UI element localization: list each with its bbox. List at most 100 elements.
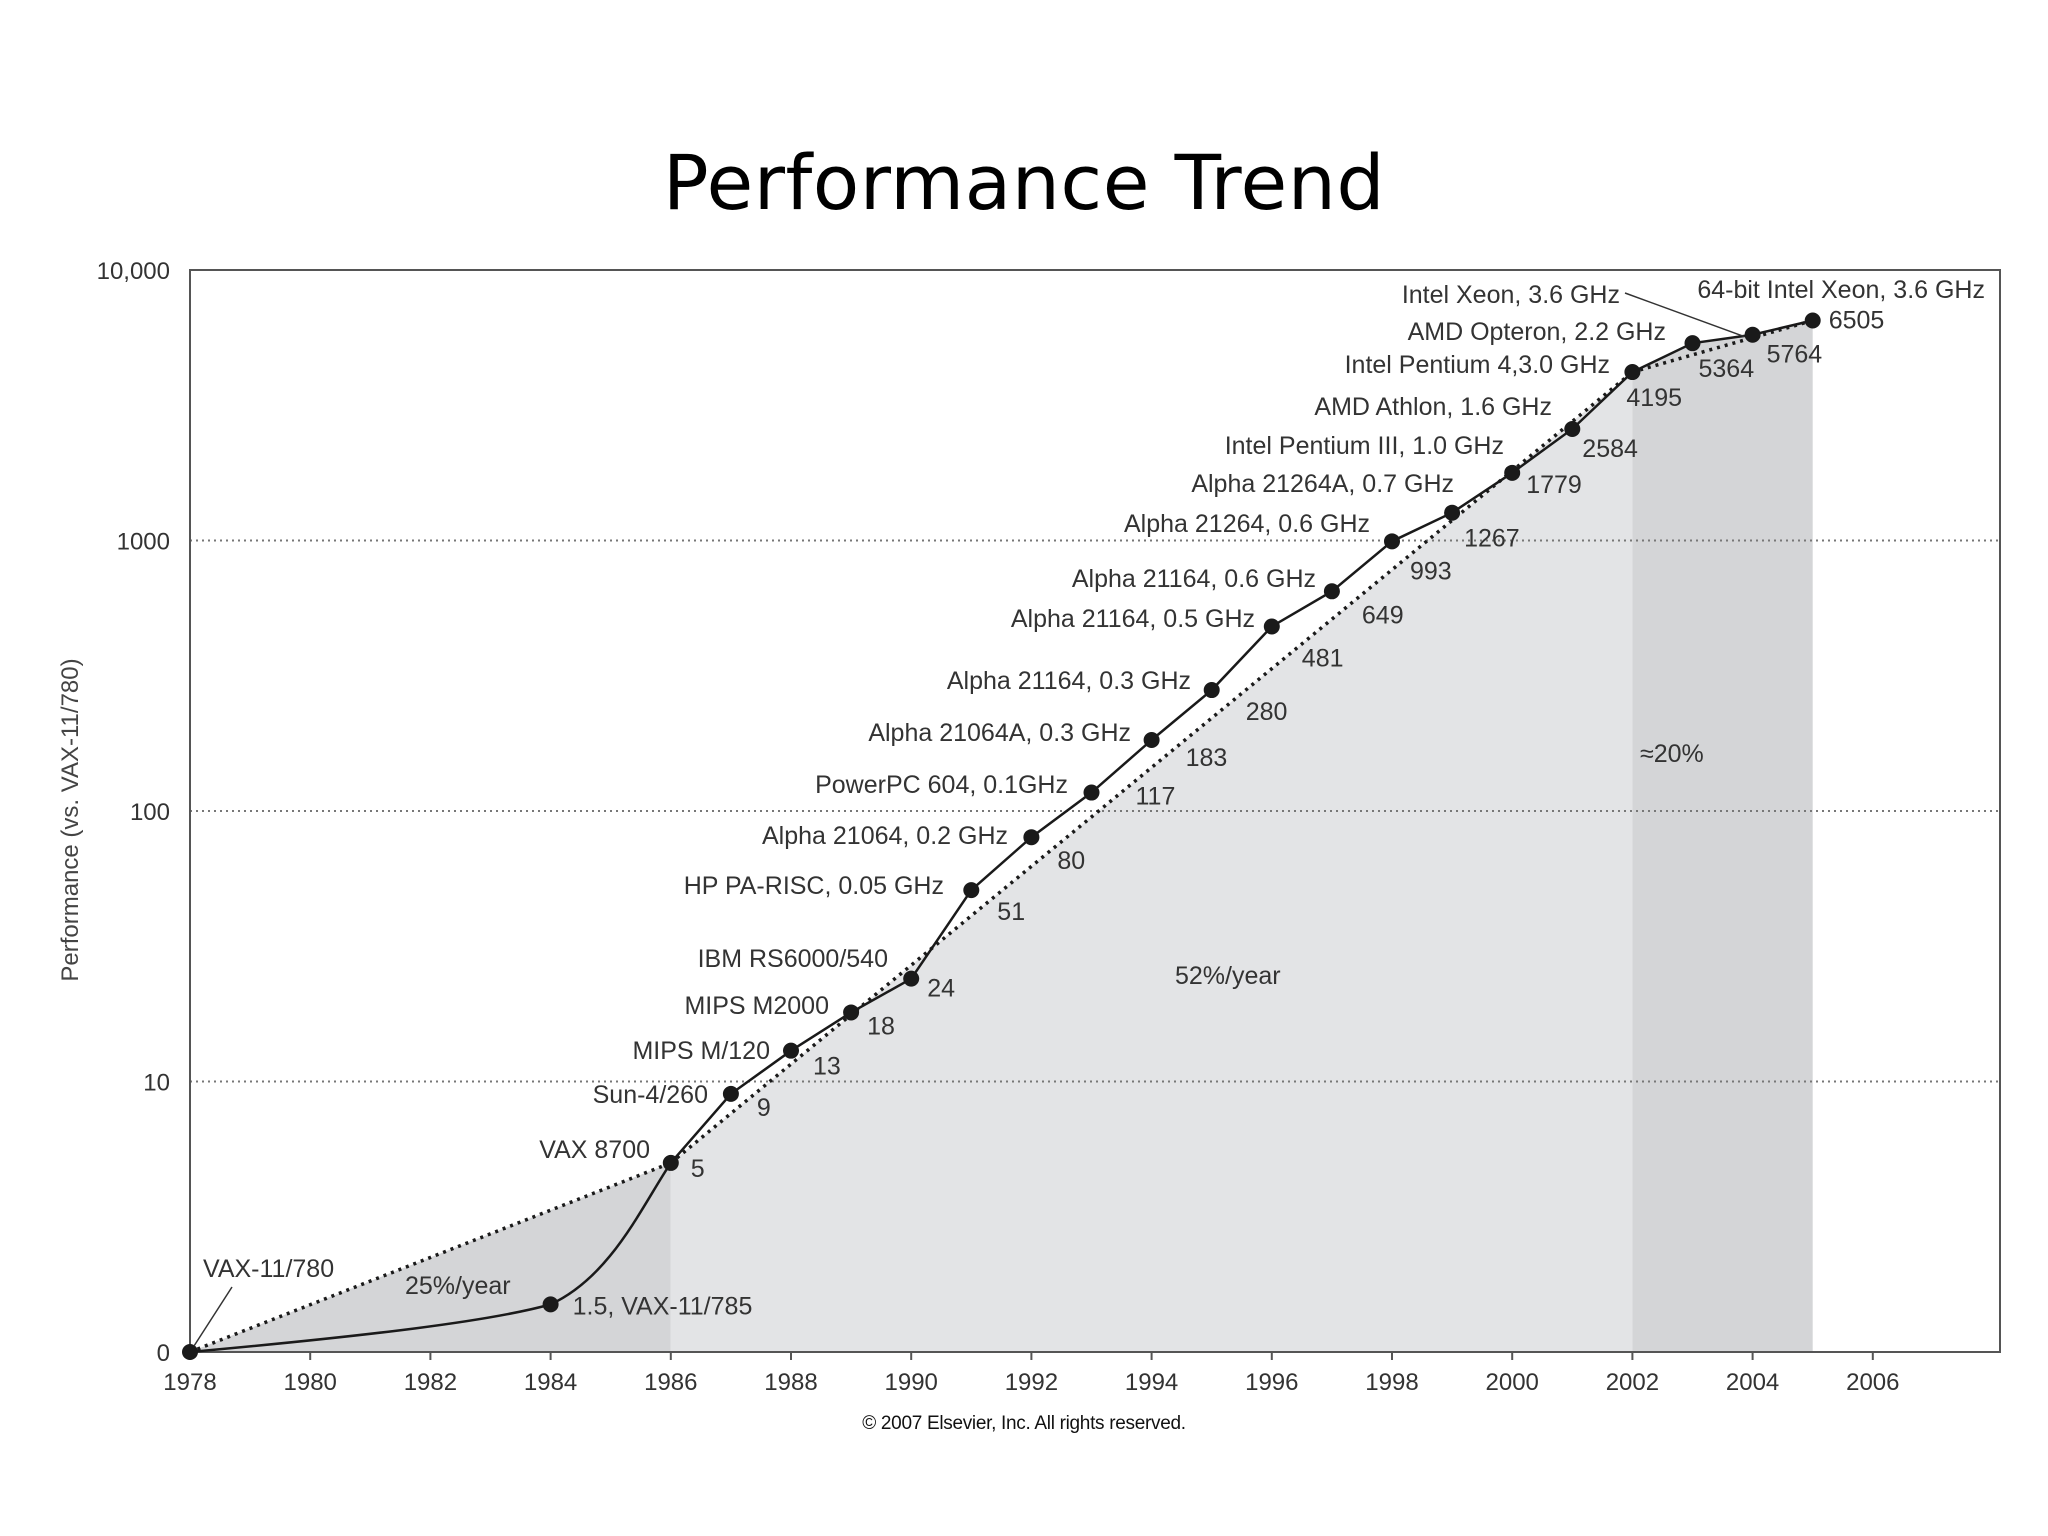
processor-label: PowerPC 604, 0.1GHz (815, 771, 1068, 799)
value-label: 117 (1136, 783, 1176, 811)
value-label: 4195 (1626, 384, 1682, 412)
processor-label: 64-bit Intel Xeon, 3.6 GHz (1697, 276, 1985, 304)
value-label: 51 (997, 898, 1025, 926)
data-point (1564, 420, 1581, 437)
x-tick-label: 2002 (1606, 1369, 1659, 1396)
point-labels: 1.5, VAX-11/785 5 9 13 18 24 51 80 117 183 280 481 6… (193, 276, 1985, 1347)
data-point (1023, 829, 1040, 846)
x-tick-label: 2004 (1726, 1369, 1779, 1396)
value-label: 5364 (1699, 355, 1755, 383)
value-label: 280 (1246, 698, 1288, 726)
trend-lines (189, 318, 1814, 1354)
processor-label: Alpha 21164, 0.3 GHz (947, 667, 1191, 695)
performance-line (189, 319, 1813, 1354)
data-point (1143, 732, 1160, 749)
processor-label: MIPS M2000 (684, 992, 829, 1020)
y-tick-label: 1000 (117, 529, 170, 556)
x-tick-label: 1998 (1365, 1369, 1418, 1396)
x-tick-label: 1986 (644, 1369, 697, 1396)
data-point (843, 1004, 860, 1021)
processor-label: Alpha 21264, 0.6 GHz (1124, 510, 1370, 538)
y-tick-label: 10,000 (97, 258, 170, 285)
trend-label: ≈20% (1640, 740, 1704, 768)
y-axis-label: Performance (vs. VAX-11/780) (57, 658, 84, 981)
trend-label: 52%/year (1175, 962, 1281, 990)
series-line (189, 319, 1813, 1354)
value-label: 5 (691, 1155, 705, 1183)
processor-label: MIPS M/120 (632, 1037, 770, 1065)
processor-label: Alpha 21264A, 0.7 GHz (1191, 470, 1454, 498)
data-point (1624, 364, 1641, 381)
data-point (1083, 784, 1100, 801)
copyright-notice: © 2007 Elsevier, Inc. All rights reserve… (862, 1413, 1186, 1434)
value-label: 481 (1302, 644, 1344, 672)
data-point (1684, 335, 1701, 352)
processor-label: HP PA-RISC, 0.05 GHz (684, 872, 944, 900)
axis-labels: 1978 1980 1982 1984 1986 1988 1990 1992 1994 1996… (57, 258, 1899, 1396)
processor-label: Intel Pentium 4,3.0 GHz (1345, 351, 1610, 379)
data-point (1504, 464, 1521, 481)
data-point (1263, 618, 1280, 635)
processor-label: Alpha 21164, 0.5 GHz (1011, 605, 1255, 633)
data-point (1804, 312, 1821, 329)
value-label: 13 (813, 1053, 841, 1081)
data-point (1444, 504, 1461, 521)
processor-label: AMD Athlon, 1.6 GHz (1314, 393, 1552, 421)
data-points (182, 312, 1821, 1360)
processor-label: AMD Opteron, 2.2 GHz (1408, 318, 1666, 346)
value-label: 9 (757, 1094, 771, 1122)
y-tick-label: 10 (143, 1070, 170, 1097)
slide-title: Performance Trend (662, 138, 1386, 227)
value-label: 6505 (1829, 307, 1885, 335)
x-tick-label: 1978 (163, 1369, 216, 1396)
value-label: 2584 (1582, 435, 1638, 463)
x-tick-label: 2000 (1486, 1369, 1539, 1396)
data-point (722, 1085, 739, 1102)
trend-line (189, 1161, 672, 1354)
processor-label: Intel Pentium III, 1.0 GHz (1225, 432, 1504, 460)
data-point (1203, 682, 1220, 699)
value-label: 1.5, VAX-11/785 (573, 1292, 753, 1320)
processor-label: VAX 8700 (539, 1136, 650, 1164)
processor-label: Alpha 21164, 0.6 GHz (1072, 565, 1316, 593)
shaded-region (1632, 320, 1813, 1352)
shaded-region (670, 372, 1633, 1352)
x-tick-label: 1994 (1125, 1369, 1178, 1396)
data-point (903, 970, 920, 987)
data-point (1323, 583, 1340, 600)
plot-border (189, 269, 2001, 1353)
value-label: 18 (867, 1012, 895, 1040)
x-tick-label: 1980 (284, 1369, 337, 1396)
processor-label: Sun-4/260 (593, 1081, 708, 1109)
data-point (783, 1042, 799, 1059)
y-tick-label: 0 (157, 1340, 170, 1367)
value-label: 1779 (1526, 471, 1582, 499)
data-point (662, 1154, 679, 1171)
value-label: 80 (1057, 847, 1085, 875)
processor-label: IBM RS6000/540 (698, 945, 888, 973)
x-tick-label: 1990 (885, 1369, 938, 1396)
data-point (542, 1296, 559, 1313)
data-point (963, 882, 980, 899)
processor-label: Alpha 21064, 0.2 GHz (762, 822, 1008, 850)
plot-frame (189, 269, 2001, 1360)
gridlines (190, 539, 2000, 1083)
value-label: 993 (1410, 557, 1452, 585)
leader-line (1624, 292, 1745, 338)
processor-label: VAX-11/780 (203, 1255, 334, 1283)
value-label: 5764 (1767, 341, 1823, 369)
processor-label: Intel Xeon, 3.6 GHz (1402, 281, 1620, 309)
value-label: 649 (1362, 601, 1404, 629)
x-tick-label: 1984 (524, 1369, 577, 1396)
value-label: 1267 (1464, 525, 1520, 553)
x-tick-label: 1996 (1245, 1369, 1298, 1396)
trend-label: 25%/year (405, 1272, 511, 1300)
x-tick-label: 1988 (764, 1369, 817, 1396)
value-label: 183 (1186, 744, 1228, 772)
value-label: 24 (927, 975, 955, 1003)
leader-line (193, 1286, 233, 1347)
processor-label: Alpha 21064A, 0.3 GHz (868, 719, 1131, 747)
data-point (1384, 533, 1400, 550)
y-tick-label: 100 (130, 799, 170, 826)
